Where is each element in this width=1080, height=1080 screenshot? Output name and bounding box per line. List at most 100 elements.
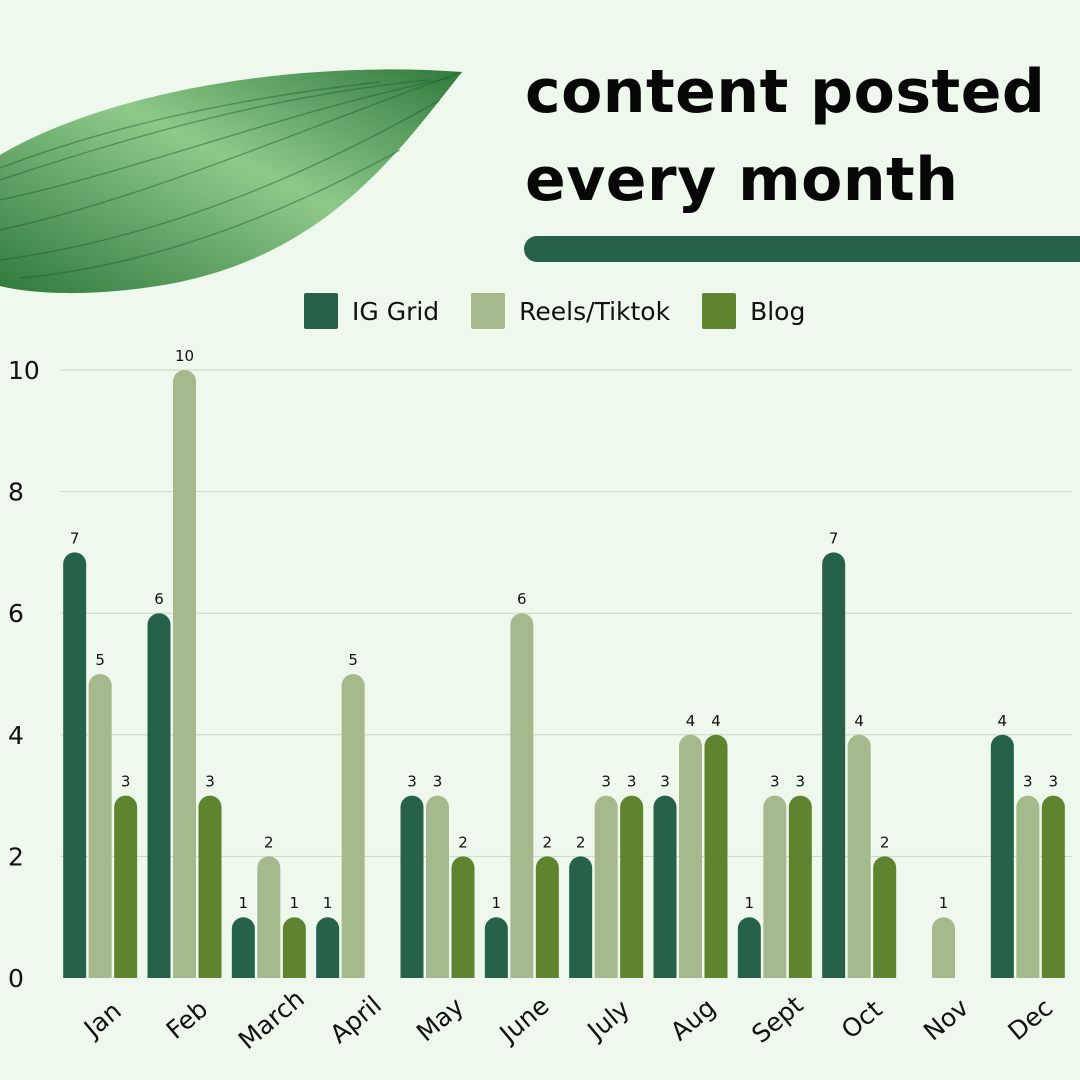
bar xyxy=(231,917,255,978)
x-tick-label: May xyxy=(411,992,469,1048)
bar-value-label: 10 xyxy=(175,347,194,365)
bar xyxy=(569,856,593,978)
bar-value-label: 2 xyxy=(880,833,890,851)
y-tick-label: 6 xyxy=(8,599,24,628)
bar-value-label: 2 xyxy=(264,833,274,851)
bar xyxy=(847,734,871,978)
x-tick-label: Dec xyxy=(1003,993,1059,1046)
legend-swatch-reels-tiktok xyxy=(471,293,506,329)
bar-value-label: 4 xyxy=(686,712,696,730)
bar-value-label: 3 xyxy=(205,773,215,791)
bar xyxy=(679,734,702,978)
bar xyxy=(451,856,475,978)
bar xyxy=(932,917,955,978)
bar xyxy=(535,856,559,978)
legend-swatch-ig-grid xyxy=(304,293,338,329)
bar xyxy=(400,795,424,978)
legend: IG Grid Reels/Tiktok Blog xyxy=(304,292,837,330)
bar-value-label: 1 xyxy=(939,894,949,912)
bar xyxy=(763,795,787,978)
bar xyxy=(341,674,365,978)
bar xyxy=(990,734,1014,978)
bar xyxy=(737,917,761,978)
legend-label-reels-tiktok: Reels/Tiktok xyxy=(519,296,671,326)
x-tick-label: Aug xyxy=(665,993,721,1047)
legend-item-blog: Blog xyxy=(702,293,805,329)
x-tick-label: Nov xyxy=(918,993,974,1047)
bar xyxy=(316,917,340,978)
bar-value-label: 3 xyxy=(433,773,443,791)
bar-value-label: 7 xyxy=(70,529,80,547)
bar-value-label: 3 xyxy=(121,773,131,791)
chart-title: content posted every month xyxy=(525,48,1045,224)
bar-value-label: 5 xyxy=(95,651,105,669)
x-tick-label: July xyxy=(581,994,636,1047)
bar-value-label: 1 xyxy=(492,894,502,912)
bar xyxy=(257,856,281,978)
bar xyxy=(282,917,306,978)
bar-value-label: 3 xyxy=(796,773,806,791)
bar-value-label: 3 xyxy=(1049,773,1059,791)
bar-value-label: 1 xyxy=(239,894,249,912)
bar-value-label: 4 xyxy=(998,712,1008,730)
legend-item-ig-grid: IG Grid xyxy=(304,293,439,329)
bar xyxy=(822,552,846,978)
bar-value-label: 3 xyxy=(601,773,611,791)
bar xyxy=(484,917,508,978)
x-tick-label: Feb xyxy=(161,994,214,1045)
y-tick-label: 0 xyxy=(8,964,24,993)
x-tick-label: April xyxy=(324,990,386,1049)
bar xyxy=(1041,795,1065,978)
y-tick-label: 2 xyxy=(8,842,24,871)
bar xyxy=(620,795,644,978)
y-tick-label: 10 xyxy=(8,356,40,385)
bar xyxy=(426,795,449,978)
title-line-2: every month xyxy=(525,145,959,215)
bar xyxy=(173,370,196,978)
bar xyxy=(88,674,112,978)
bar xyxy=(594,795,618,978)
bar xyxy=(198,795,222,978)
title-accent-bar xyxy=(524,236,1080,262)
bar-value-label: 3 xyxy=(627,773,637,791)
bar-value-label: 1 xyxy=(290,894,300,912)
legend-item-reels-tiktok: Reels/Tiktok xyxy=(471,293,670,329)
bar-value-label: 5 xyxy=(348,651,358,669)
bar xyxy=(1016,795,1040,978)
y-tick-label: 4 xyxy=(8,721,24,750)
x-tick-label: Oct xyxy=(836,994,888,1044)
y-tick-label: 8 xyxy=(8,478,24,507)
bar-value-label: 3 xyxy=(1023,773,1033,791)
bar xyxy=(653,795,677,978)
x-tick-label: March xyxy=(233,984,310,1055)
bar-value-label: 6 xyxy=(154,590,164,608)
bar-value-label: 2 xyxy=(458,833,468,851)
x-tick-label: Sept xyxy=(746,990,808,1049)
bar xyxy=(704,734,728,978)
legend-swatch-blog xyxy=(702,293,737,329)
x-tick-label: Jan xyxy=(77,996,127,1044)
bar xyxy=(873,856,897,978)
bar-value-label: 6 xyxy=(517,590,527,608)
bar xyxy=(147,613,171,978)
bar-value-label: 3 xyxy=(660,773,670,791)
title-line-1: content posted xyxy=(525,57,1046,127)
bar-value-label: 3 xyxy=(770,773,780,791)
legend-label-ig-grid: IG Grid xyxy=(352,296,440,326)
bar xyxy=(788,795,812,978)
bar-value-label: 2 xyxy=(543,833,553,851)
bar xyxy=(63,552,87,978)
bar-value-label: 7 xyxy=(829,529,839,547)
bar-value-label: 4 xyxy=(854,712,864,730)
legend-label-blog: Blog xyxy=(750,296,806,326)
x-tick-label: June xyxy=(493,991,555,1050)
bar xyxy=(114,795,138,978)
bar-value-label: 4 xyxy=(711,712,721,730)
bar xyxy=(510,613,534,978)
leaf-illustration xyxy=(0,69,463,294)
bar-value-label: 1 xyxy=(323,894,333,912)
bar-value-label: 3 xyxy=(407,773,417,791)
bar-value-label: 2 xyxy=(576,833,586,851)
